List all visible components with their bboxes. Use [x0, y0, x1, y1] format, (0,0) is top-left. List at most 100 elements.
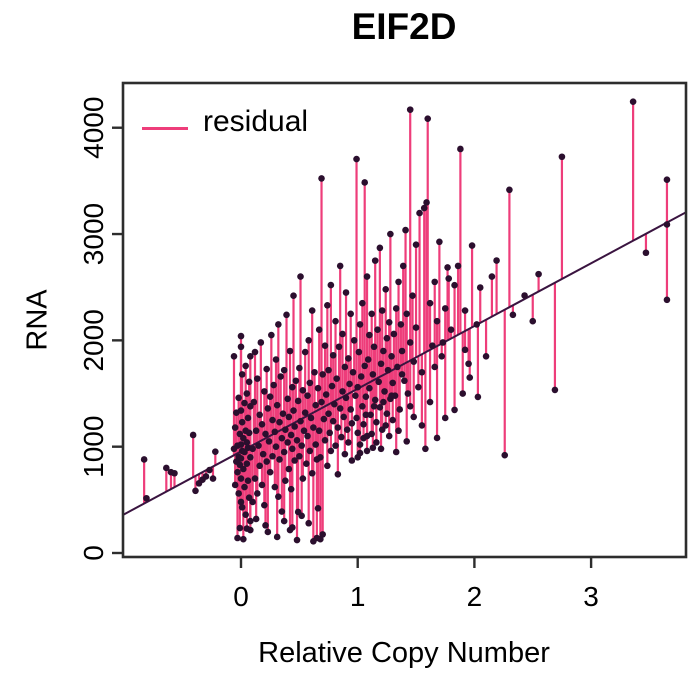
data-point	[230, 353, 238, 360]
data-point	[398, 371, 406, 378]
data-point	[361, 179, 369, 186]
data-point	[293, 437, 301, 444]
data-point	[300, 427, 308, 435]
data-point	[415, 383, 422, 391]
data-point	[318, 398, 325, 406]
data-point	[305, 337, 312, 344]
data-point	[245, 378, 253, 386]
data-point	[506, 186, 513, 194]
data-point	[242, 511, 249, 519]
data-point	[433, 317, 441, 325]
data-point	[282, 477, 289, 485]
data-point	[383, 334, 391, 342]
x-axis-label: Relative Copy Number	[258, 637, 550, 669]
data-point	[451, 281, 458, 289]
data-point	[355, 348, 363, 356]
data-point	[305, 519, 312, 527]
data-point	[265, 438, 273, 445]
data-point	[371, 396, 379, 404]
data-point	[237, 441, 245, 448]
data-point	[354, 429, 362, 437]
data-point	[348, 419, 356, 427]
data-point	[352, 392, 359, 399]
data-point	[310, 424, 317, 431]
data-point	[377, 445, 385, 453]
data-point	[311, 368, 318, 376]
data-point	[284, 395, 291, 403]
data-point	[406, 402, 414, 410]
data-point	[422, 445, 429, 453]
data-point	[238, 371, 246, 378]
data-point	[324, 462, 331, 470]
data-point	[441, 414, 449, 422]
data-point	[342, 394, 350, 402]
data-point	[163, 464, 170, 472]
data-point	[268, 331, 275, 339]
regression-line	[123, 211, 686, 516]
data-point	[429, 342, 436, 349]
data-point	[382, 422, 390, 429]
data-point	[258, 421, 266, 428]
data-point	[370, 343, 378, 351]
data-point	[343, 426, 351, 433]
data-point	[231, 481, 239, 489]
plot-data-layer	[123, 98, 686, 545]
data-point	[363, 273, 371, 280]
data-point	[320, 415, 328, 423]
data-point	[140, 456, 148, 463]
data-point	[361, 362, 369, 370]
data-point	[263, 458, 270, 465]
data-point	[454, 262, 462, 270]
data-point	[238, 503, 246, 511]
data-point	[306, 447, 314, 455]
data-point	[261, 388, 268, 395]
data-point	[384, 366, 392, 374]
data-point	[663, 296, 671, 304]
data-point	[252, 427, 260, 435]
data-point	[342, 289, 350, 296]
data-point	[387, 230, 394, 238]
data-point	[476, 284, 484, 291]
data-point	[457, 145, 464, 153]
data-point	[392, 448, 400, 456]
data-point	[247, 526, 254, 534]
data-point	[389, 379, 397, 387]
data-point	[238, 418, 246, 426]
data-point	[276, 418, 283, 426]
data-point	[266, 468, 274, 476]
data-point	[237, 455, 245, 462]
data-point	[209, 475, 217, 482]
data-point	[388, 353, 395, 360]
data-point	[255, 442, 262, 449]
data-point	[312, 441, 319, 448]
data-point	[403, 310, 411, 318]
data-point	[251, 475, 259, 482]
data-point	[247, 353, 254, 360]
data-point	[353, 414, 360, 422]
data-point	[283, 311, 290, 319]
data-point	[370, 402, 378, 410]
data-point	[369, 444, 377, 452]
data-point	[663, 176, 671, 184]
data-point	[439, 339, 447, 346]
data-point	[312, 401, 319, 409]
data-point	[438, 353, 446, 360]
data-point	[385, 318, 393, 326]
data-point	[436, 238, 443, 246]
data-point	[280, 448, 288, 456]
data-point	[401, 377, 408, 385]
data-point	[642, 249, 650, 257]
data-point	[245, 429, 253, 437]
data-point	[334, 424, 342, 431]
data-point	[261, 501, 268, 509]
data-point	[273, 533, 281, 541]
data-point	[212, 448, 219, 455]
data-point	[431, 363, 439, 371]
data-point	[249, 445, 256, 453]
data-point	[237, 343, 245, 351]
data-point	[289, 524, 296, 531]
data-point	[272, 356, 280, 363]
data-point	[143, 494, 150, 502]
data-point	[272, 443, 280, 450]
data-point	[431, 278, 439, 286]
